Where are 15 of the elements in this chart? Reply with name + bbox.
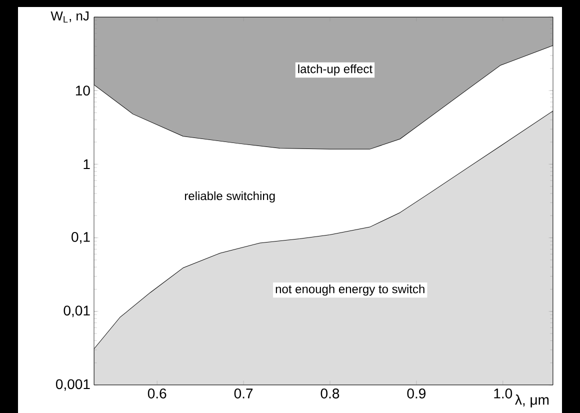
y-tick-label: 1 — [84, 159, 90, 170]
y-tick-label: 0,1 — [72, 232, 90, 244]
annotation: latch-up effect — [298, 64, 372, 76]
x-tick-label: 0.7 — [234, 388, 253, 398]
annotation: not enough energy to switch — [276, 284, 424, 296]
x-tick-label: 0.6 — [148, 388, 166, 398]
x-tick-label: 0.8 — [320, 388, 340, 398]
x-axis-title: λ, μm — [515, 394, 549, 408]
y-tick-label: 10 — [76, 86, 90, 96]
y-axis-title: W$_{L}$, nJ — [50, 11, 88, 23]
x-tick-label: 1.0 — [494, 388, 512, 398]
x-tick-label: 0.9 — [407, 388, 426, 398]
annotation: reliable switching — [184, 191, 275, 203]
y-tick-label: 0,001 — [56, 379, 90, 391]
y-tick-label: 0,01 — [64, 306, 90, 318]
